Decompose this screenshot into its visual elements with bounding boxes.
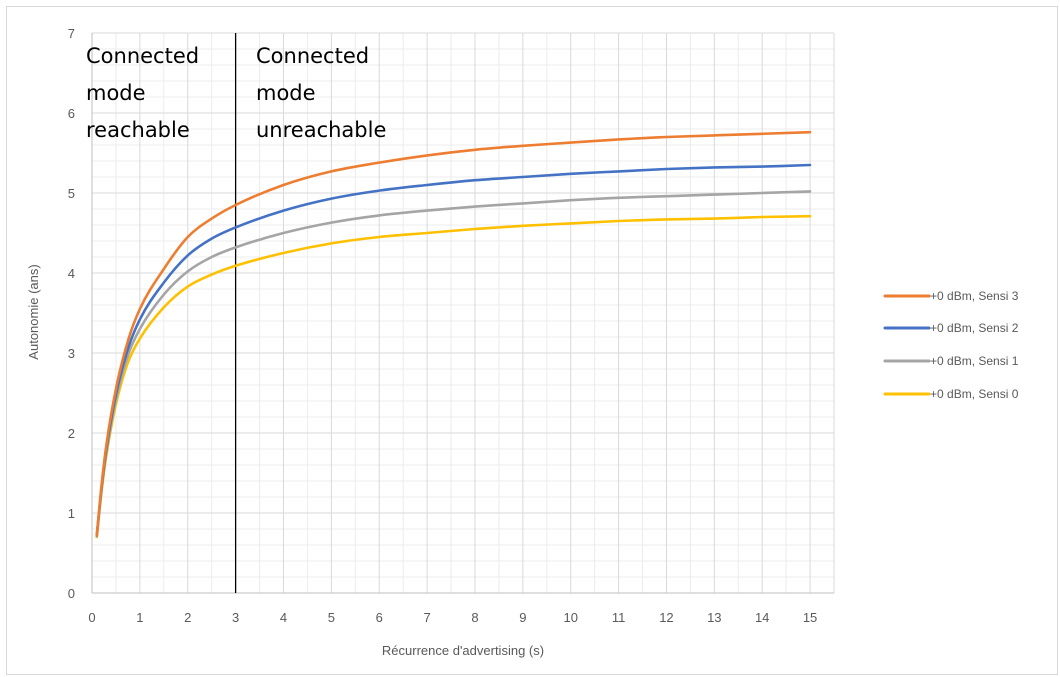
annotation-reachable-line-2: mode <box>86 81 146 105</box>
x-tick-label: 10 <box>563 610 577 625</box>
x-tick-label: 13 <box>707 610 721 625</box>
y-tick-label: 1 <box>68 506 75 521</box>
major-gridlines <box>91 32 835 593</box>
x-tick-label: 5 <box>328 610 335 625</box>
annotation-unreachable-line-1: Connected <box>256 44 369 68</box>
x-tick-label: 8 <box>471 610 478 625</box>
legend-label-sensi-1: +0 dBm, Sensi 1 <box>930 354 1019 368</box>
series-sensi-2-line <box>95 163 812 537</box>
x-tick-label: 0 <box>88 610 95 625</box>
y-tick-label: 2 <box>68 426 75 441</box>
y-tick-label: 5 <box>68 186 75 201</box>
y-tick-labels: 0 1 2 3 4 5 6 7 <box>68 26 75 601</box>
annotation-unreachable-line-2: mode <box>256 81 316 105</box>
x-tick-label: 2 <box>184 610 191 625</box>
axes <box>91 33 834 594</box>
legend-label-sensi-0: +0 dBm, Sensi 0 <box>930 387 1019 401</box>
x-tick-label: 6 <box>376 610 383 625</box>
annotation-reachable-line-1: Connected <box>86 44 199 68</box>
annotation-reachable: Connected mode reachable <box>86 44 199 142</box>
y-tick-label: 0 <box>68 586 75 601</box>
x-tick-label: 3 <box>232 610 239 625</box>
x-axis-title: Récurrence d'advertising (s) <box>382 643 544 658</box>
y-tick-label: 6 <box>68 106 75 121</box>
x-tick-label: 1 <box>136 610 143 625</box>
annotation-unreachable: Connected mode unreachable <box>256 44 386 142</box>
legend-item-sensi-2: +0 dBm, Sensi 2 <box>883 321 1019 335</box>
x-tick-label: 7 <box>423 610 430 625</box>
y-tick-label: 3 <box>68 346 75 361</box>
series-sensi-0-line <box>95 214 812 539</box>
x-tick-label: 15 <box>803 610 817 625</box>
annotation-unreachable-line-3: unreachable <box>256 118 386 142</box>
legend-item-sensi-3: +0 dBm, Sensi 3 <box>883 289 1019 303</box>
series-lines <box>95 130 812 539</box>
series-sensi-1-line <box>95 190 812 538</box>
y-axis-title: Autonomie (ans) <box>26 264 41 359</box>
legend-item-sensi-0: +0 dBm, Sensi 0 <box>883 387 1019 401</box>
x-tick-label: 14 <box>755 610 769 625</box>
y-tick-label: 4 <box>68 266 75 281</box>
x-tick-label: 9 <box>519 610 526 625</box>
x-tick-label: 4 <box>280 610 287 625</box>
series-sensi-3-line <box>95 130 812 537</box>
minor-gridlines <box>92 33 835 593</box>
legend: +0 dBm, Sensi 3 +0 dBm, Sensi 2 +0 dBm, … <box>883 289 1019 401</box>
y-tick-label: 7 <box>68 26 75 41</box>
annotation-reachable-line-3: reachable <box>86 118 190 142</box>
chart-frame <box>6 6 1058 675</box>
legend-label-sensi-2: +0 dBm, Sensi 2 <box>930 321 1019 335</box>
legend-item-sensi-1: +0 dBm, Sensi 1 <box>883 354 1019 368</box>
x-tick-label: 12 <box>659 610 673 625</box>
legend-label-sensi-3: +0 dBm, Sensi 3 <box>930 289 1019 303</box>
x-tick-labels: 0 1 2 3 4 5 6 7 8 9 10 11 12 13 14 15 <box>88 610 817 625</box>
x-tick-label: 11 <box>612 610 626 625</box>
